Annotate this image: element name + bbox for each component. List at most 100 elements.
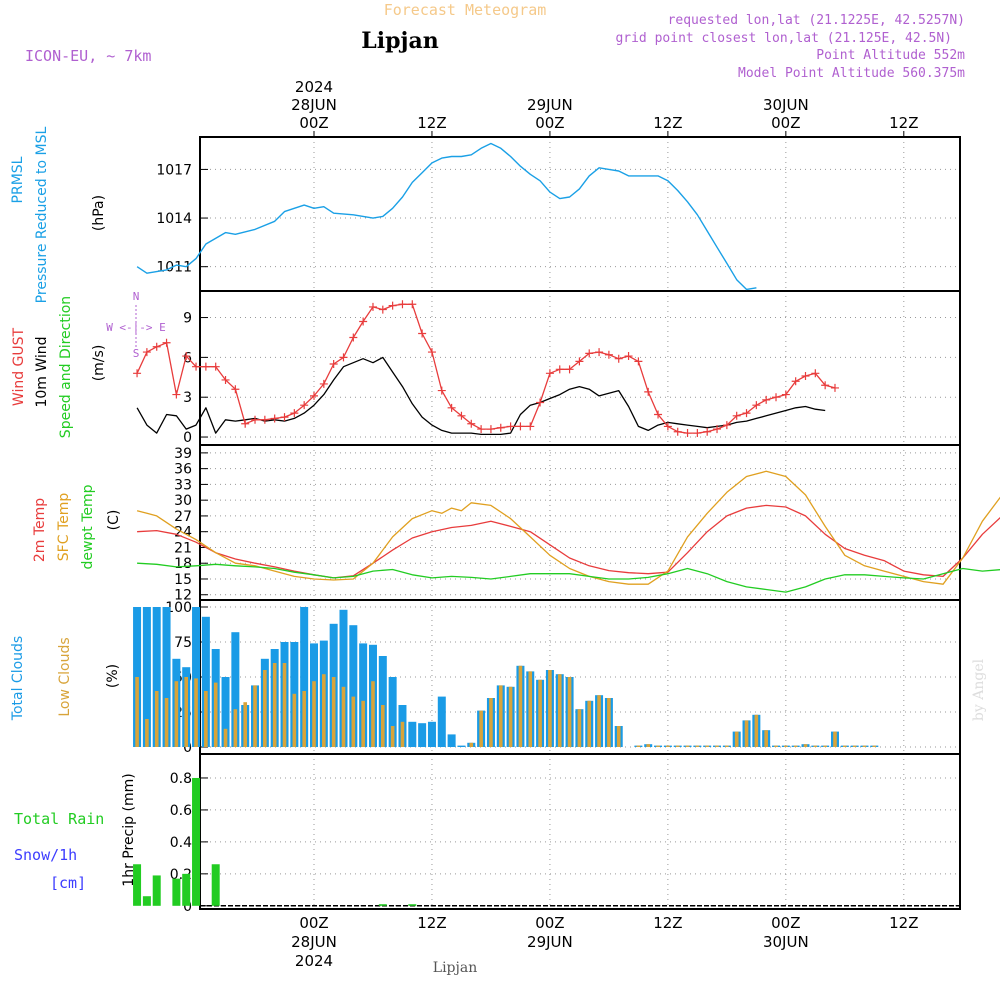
low-cloud-bar — [194, 678, 198, 747]
total-cloud-bar — [300, 607, 309, 747]
dew-label: dewpt Temp — [80, 484, 96, 569]
low-cloud-bar — [852, 745, 857, 747]
low-cloud-bar — [744, 720, 749, 747]
low-cloud-bar — [312, 681, 316, 747]
precip-ytick-label: 0.4 — [170, 835, 192, 851]
low-cloud-bar — [508, 686, 513, 747]
time-label-top: 00Z — [771, 114, 800, 132]
low-cloud-bar — [833, 731, 837, 747]
total-cloud-bar — [457, 745, 466, 747]
low-cloud-bar — [636, 745, 641, 747]
low-cloud-bar — [754, 714, 759, 747]
gust-marker — [172, 390, 181, 399]
low-cloud-bar — [154, 691, 159, 747]
pressure-ytick-label: 1017 — [156, 162, 192, 178]
total-cloud-bar — [418, 723, 427, 747]
gust-marker — [388, 301, 397, 310]
gust-label: Wind GUST — [11, 327, 27, 406]
total-cloud-bar — [378, 656, 387, 747]
total-cloud-bar — [152, 607, 161, 747]
gust-marker — [585, 349, 594, 358]
gust-marker — [742, 409, 751, 418]
low-cloud-bar — [734, 731, 739, 747]
low-cloud-bar — [862, 745, 867, 747]
gust-marker — [830, 383, 839, 392]
low-cloud-bar — [479, 710, 483, 747]
temperature-ytick-label: 15 — [174, 572, 192, 588]
total-cloud-bar — [388, 677, 397, 747]
low-cloud-bar — [528, 671, 533, 747]
total-cloud-bar — [339, 609, 348, 747]
low-cloud-bar — [685, 745, 690, 747]
total-cloud-bar — [427, 721, 436, 747]
total-cloud-bar — [201, 616, 210, 747]
low-cloud-bar — [489, 698, 493, 747]
cloud-unit-label: (%) — [105, 664, 121, 688]
rain-bar — [182, 873, 191, 906]
gust-marker — [634, 357, 643, 366]
year-label-top: 2024 — [295, 78, 333, 96]
compass-n: N — [133, 290, 140, 303]
low-cloud-bar — [253, 685, 257, 747]
low-cloud-bar — [715, 745, 719, 747]
gust-marker — [732, 411, 741, 420]
gust-marker — [418, 329, 427, 338]
low-cloud-label: Low Clouds — [57, 637, 73, 716]
clouds-ytick-label: 0 — [183, 740, 192, 756]
gust-marker — [654, 410, 663, 419]
low-cloud-bar — [793, 745, 798, 747]
gust-line — [136, 303, 836, 434]
gust-marker — [241, 419, 250, 428]
gust-marker — [368, 302, 377, 311]
low-cloud-bar — [518, 665, 523, 747]
gust-marker — [359, 317, 368, 326]
time-label-bottom: 00Z — [535, 914, 564, 932]
snow-unit-label: [cm] — [50, 874, 86, 892]
gust-marker — [624, 352, 633, 361]
gust-marker — [467, 419, 476, 428]
footer-station: Lipjan — [433, 960, 477, 976]
total-cloud-bar — [231, 632, 240, 747]
rain-bar — [133, 864, 142, 906]
low-cloud-bar — [400, 721, 405, 747]
low-cloud-bar — [607, 698, 611, 747]
gust-marker — [575, 357, 584, 366]
sfc-label: SFC Temp — [56, 493, 72, 562]
total-cloud-bar — [437, 696, 446, 747]
gust-marker — [221, 375, 230, 384]
time-label-bottom: 12Z — [417, 914, 446, 932]
pressure-unit-label: (hPa) — [91, 195, 107, 231]
low-cloud-bar — [666, 745, 670, 747]
t2m-line — [137, 504, 1000, 579]
total-cloud-bar — [142, 607, 151, 747]
rain-bar — [152, 875, 161, 906]
rain-bar — [211, 864, 220, 906]
gust-marker — [614, 354, 623, 363]
gust-marker — [251, 415, 260, 424]
low-cloud-bar — [774, 745, 778, 747]
gust-marker — [142, 348, 151, 357]
gust-marker — [673, 427, 682, 436]
low-cloud-bar — [272, 663, 277, 747]
gust-marker — [349, 333, 358, 342]
gust-marker — [162, 338, 171, 347]
dewpoint-line — [137, 562, 1000, 593]
temperature-ytick-label: 36 — [174, 462, 192, 478]
rain-bar — [192, 777, 201, 906]
snow-label: Snow/1h — [14, 846, 77, 864]
temperature-ytick-label: 18 — [174, 556, 192, 572]
low-cloud-bar — [371, 681, 375, 747]
low-cloud-bar — [567, 677, 572, 747]
gust-marker — [713, 425, 722, 434]
pressure-ytick-label: 1011 — [156, 260, 192, 276]
gust-marker — [801, 371, 810, 380]
low-cloud-bar — [164, 698, 169, 747]
point-altitude: Point Altitude 552m — [816, 48, 965, 63]
gust-marker — [231, 385, 240, 394]
temperature-ytick-label: 27 — [174, 509, 192, 525]
gust-marker — [516, 422, 525, 431]
gust-marker — [408, 300, 417, 309]
low-cloud-bar — [557, 674, 562, 747]
low-cloud-bar — [331, 677, 336, 747]
low-cloud-bar — [322, 674, 326, 747]
